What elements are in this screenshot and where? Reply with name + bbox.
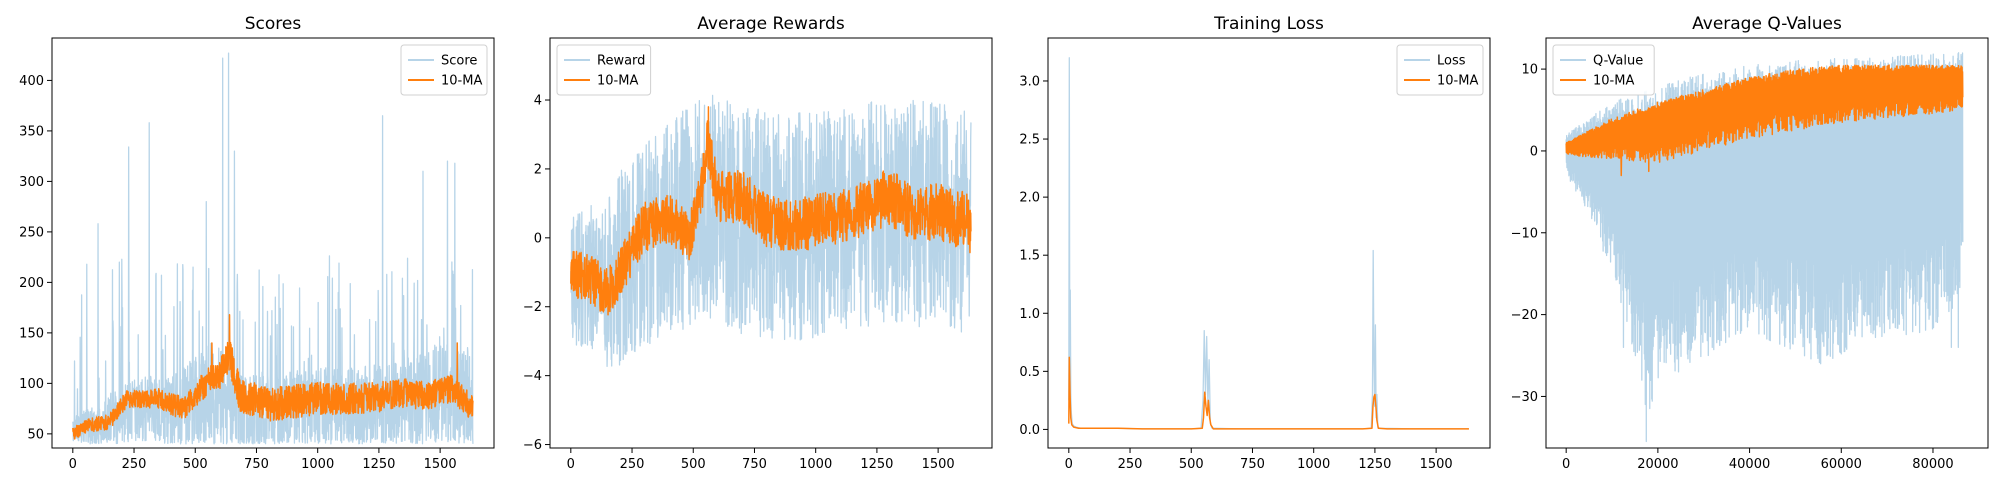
x-tick-label: 500 <box>183 457 208 472</box>
chart-title: Average Q-Values <box>1692 14 1842 34</box>
series-line-raw <box>72 52 474 445</box>
x-tick-label: 1000 <box>799 457 832 472</box>
y-tick-label: 0.0 <box>1019 423 1040 438</box>
plot-area <box>1565 52 1964 443</box>
legend-label: Loss <box>1437 54 1466 69</box>
legend-box <box>556 44 652 96</box>
legend-label: Q-Value <box>1593 54 1643 69</box>
x-tick-label: 1250 <box>860 457 893 472</box>
axes-frame <box>1047 37 1491 449</box>
chart-panel-scores: Scores 0 250 500 750 1000 1250 1500 50 100 150 200 2… <box>19 14 495 472</box>
x-tick-label: 0 <box>1065 457 1073 472</box>
chart-title: Training Loss <box>1213 14 1324 34</box>
y-tick-label: −20 <box>1511 308 1538 323</box>
legend-label: Reward <box>597 54 645 69</box>
y-tick-label: 300 <box>19 175 44 190</box>
legend-label: 10-MA <box>597 74 638 89</box>
legend-label: 10-MA <box>1437 74 1478 89</box>
x-tick-label: 1500 <box>1420 457 1453 472</box>
x-tick-label: 500 <box>681 457 706 472</box>
legend: Loss 10-MA <box>1396 44 1484 96</box>
series-line-moving-average <box>1068 356 1469 430</box>
y-tick-label: −2 <box>523 300 542 315</box>
y-tick-label: 1.0 <box>1019 307 1040 322</box>
x-tick-label: 1500 <box>922 457 955 472</box>
x-tick-label: 250 <box>620 457 645 472</box>
y-tick-label: 200 <box>19 276 44 291</box>
y-tick-label: 10 <box>1521 63 1538 78</box>
series-line-moving-average <box>72 313 474 440</box>
x-tick-label: 500 <box>1179 457 1204 472</box>
series-line-raw <box>1068 57 1469 430</box>
plot-area <box>1068 57 1469 430</box>
axes-frame <box>549 37 993 449</box>
x-tick-label: 0 <box>69 457 77 472</box>
y-tick-label: 2.5 <box>1019 133 1040 148</box>
y-tick-label: 250 <box>19 225 44 240</box>
y-tick-label: 100 <box>19 377 44 392</box>
series-line-moving-average <box>1565 64 1964 177</box>
y-tick-label: 350 <box>19 124 44 139</box>
chart-panel-average-rewards: Average Rewards 0 250 500 750 1000 1250 1500 −6 −… <box>523 14 993 472</box>
axes-frame <box>1545 37 1989 449</box>
x-tick-label: 750 <box>1240 457 1265 472</box>
legend-box <box>1396 44 1484 96</box>
chart-title: Scores <box>245 14 302 34</box>
legend-label: 10-MA <box>1593 74 1634 89</box>
x-tick-label: 0 <box>1562 457 1570 472</box>
legend-box <box>1552 44 1655 96</box>
x-tick-label: 750 <box>742 457 767 472</box>
y-tick-label: 2.0 <box>1019 191 1040 206</box>
y-tick-label: 2 <box>534 162 542 177</box>
x-tick-label: 750 <box>244 457 269 472</box>
legend: Q-Value 10-MA <box>1552 44 1655 96</box>
y-tick-label: 0.5 <box>1019 365 1040 380</box>
y-tick-label: 0 <box>1530 144 1538 159</box>
legend: Score 10-MA <box>400 44 488 96</box>
x-tick-label: 60000 <box>1821 457 1862 472</box>
plot-area <box>570 94 972 368</box>
y-tick-label: −4 <box>523 369 542 384</box>
series-line-raw <box>570 94 972 368</box>
x-tick-label: 20000 <box>1637 457 1678 472</box>
x-tick-label: 1500 <box>424 457 457 472</box>
legend-label: 10-MA <box>441 74 482 89</box>
chart-title: Average Rewards <box>697 14 845 34</box>
x-tick-label: 1000 <box>1297 457 1330 472</box>
x-tick-label: 1250 <box>362 457 395 472</box>
x-tick-label: 80000 <box>1912 457 1953 472</box>
y-tick-label: 150 <box>19 326 44 341</box>
x-tick-label: 1000 <box>301 457 334 472</box>
legend-label: Score <box>441 54 477 69</box>
x-tick-label: 1250 <box>1358 457 1391 472</box>
x-tick-label: 250 <box>122 457 147 472</box>
y-tick-label: 50 <box>27 427 44 442</box>
legend-box <box>400 44 488 96</box>
y-tick-label: 1.5 <box>1019 249 1040 264</box>
chart-panel-training-loss: Training Loss 0 250 500 750 1000 1250 1500 0.0 0.… <box>1019 14 1491 472</box>
y-tick-label: 3.0 <box>1019 74 1040 89</box>
x-tick-label: 250 <box>1118 457 1143 472</box>
x-tick-label: 40000 <box>1729 457 1770 472</box>
axes-frame <box>51 37 495 449</box>
chart-panel-average-q-values: Average Q-Values 0 20000 40000 60000 80000 −30… <box>1511 14 1989 472</box>
y-tick-label: 0 <box>534 231 542 246</box>
y-tick-label: −10 <box>1511 226 1538 241</box>
y-tick-label: −6 <box>523 438 542 453</box>
y-tick-label: 4 <box>534 94 542 109</box>
series-line-raw <box>1565 52 1964 443</box>
y-tick-label: −30 <box>1511 390 1538 405</box>
plot-area <box>72 52 474 445</box>
legend: Reward 10-MA <box>556 44 652 96</box>
series-line-moving-average <box>570 106 972 316</box>
x-tick-label: 0 <box>567 457 575 472</box>
y-tick-label: 400 <box>19 74 44 89</box>
